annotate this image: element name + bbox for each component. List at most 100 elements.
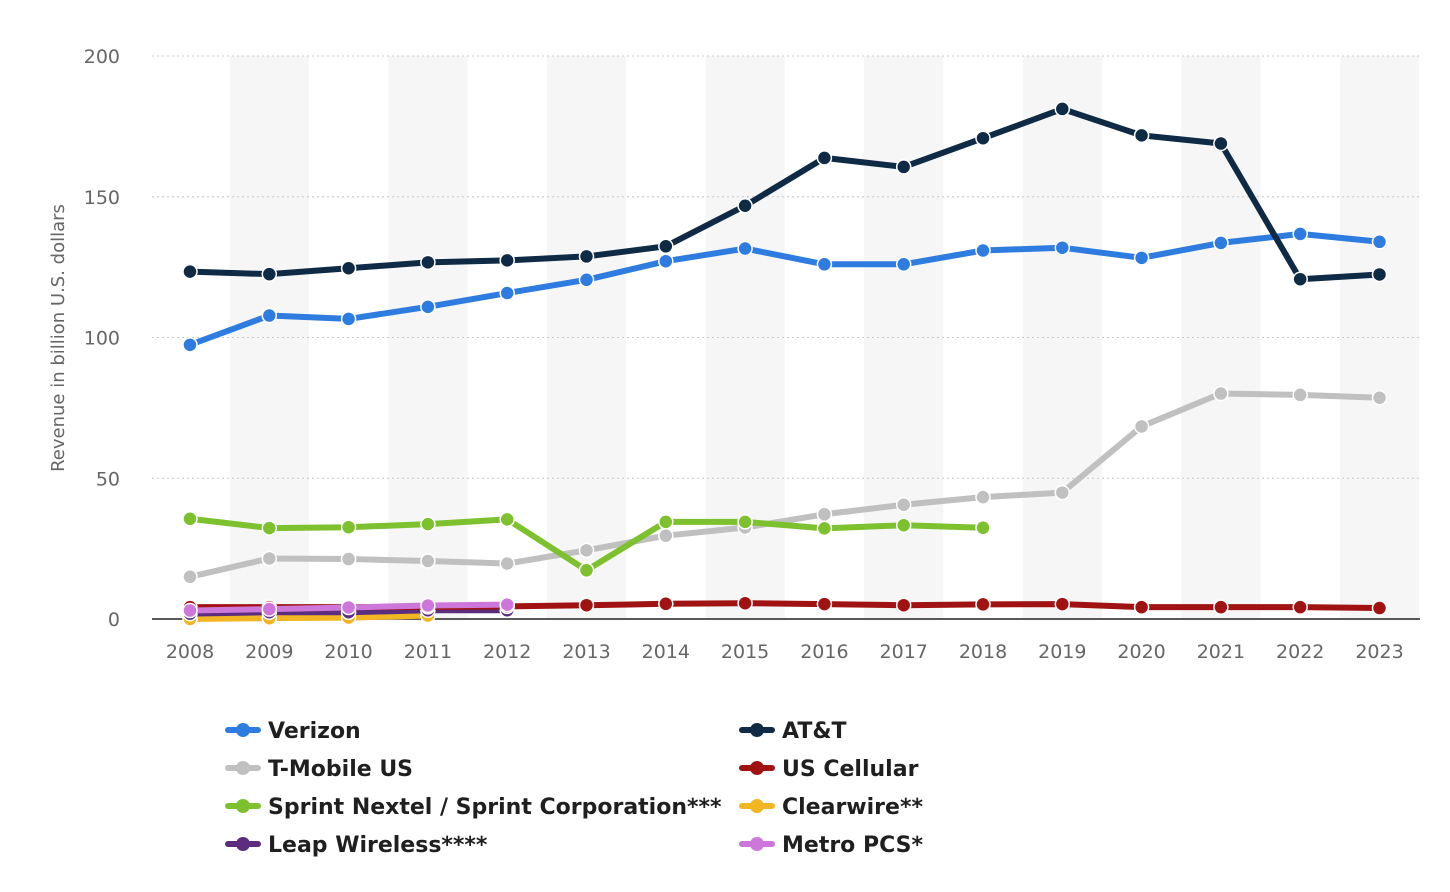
data-point-at-t bbox=[1133, 127, 1150, 144]
data-point-verizon bbox=[1054, 239, 1071, 256]
data-point-t-mobile-us bbox=[578, 542, 595, 559]
series-line-verizon bbox=[187, 230, 1383, 348]
data-point-verizon bbox=[1133, 250, 1150, 266]
data-point-t-mobile-us bbox=[1213, 385, 1229, 402]
legend-marker bbox=[236, 837, 250, 851]
x-tick-label: 2008 bbox=[166, 641, 214, 663]
y-tick-label: 200 bbox=[84, 46, 120, 68]
legend-item-metro-pcs[interactable]: Metro PCS* bbox=[739, 833, 923, 858]
data-point-sprint-nextel-sprint-corporation bbox=[737, 514, 753, 530]
x-tick-label: 2018 bbox=[959, 641, 1007, 663]
legend-label: Metro PCS* bbox=[782, 833, 923, 858]
series-verizon bbox=[182, 226, 1388, 353]
data-point-t-mobile-us bbox=[1133, 418, 1150, 435]
x-tick-label: 2013 bbox=[562, 641, 610, 663]
data-point-at-t bbox=[340, 260, 357, 277]
y-tick-label: 0 bbox=[108, 609, 120, 631]
data-point-at-t bbox=[420, 254, 436, 271]
data-point-metro-pcs bbox=[499, 596, 515, 613]
data-point-verizon bbox=[816, 256, 833, 273]
series-line-t-mobile-us bbox=[187, 390, 1383, 580]
data-point-sprint-nextel-sprint-corporation bbox=[261, 520, 278, 536]
data-point-at-t bbox=[975, 130, 991, 146]
data-point-t-mobile-us bbox=[658, 527, 674, 544]
data-point-sprint-nextel-sprint-corporation bbox=[340, 519, 357, 535]
data-point-verizon bbox=[975, 242, 991, 259]
data-point-verizon bbox=[1213, 235, 1229, 251]
x-tick-label: 2016 bbox=[800, 641, 848, 663]
data-point-t-mobile-us bbox=[816, 506, 833, 523]
data-point-at-t bbox=[1054, 101, 1071, 117]
data-point-us-cellular bbox=[658, 596, 674, 612]
data-point-at-t bbox=[182, 263, 198, 280]
series-at-t bbox=[182, 101, 1388, 287]
data-point-t-mobile-us bbox=[182, 569, 198, 585]
data-point-verizon bbox=[340, 311, 357, 327]
data-point-us-cellular bbox=[737, 595, 753, 611]
y-tick-label: 50 bbox=[96, 468, 120, 490]
data-point-metro-pcs bbox=[420, 597, 436, 614]
data-point-t-mobile-us bbox=[895, 496, 912, 513]
data-point-sprint-nextel-sprint-corporation bbox=[895, 517, 912, 534]
data-point-sprint-nextel-sprint-corporation bbox=[975, 520, 991, 536]
data-point-us-cellular bbox=[1213, 599, 1229, 615]
x-tick-label: 2017 bbox=[880, 641, 928, 663]
legend-item-sprint-nextel-sprint-corporation[interactable]: Sprint Nextel / Sprint Corporation*** bbox=[225, 795, 722, 820]
legend-label: Clearwire** bbox=[782, 795, 923, 820]
data-point-sprint-nextel-sprint-corporation bbox=[182, 511, 198, 527]
x-tick-label: 2020 bbox=[1117, 641, 1165, 663]
data-point-verizon bbox=[1292, 226, 1308, 242]
legend-item-us-cellular[interactable]: US Cellular bbox=[739, 757, 919, 782]
data-point-sprint-nextel-sprint-corporation bbox=[578, 562, 595, 579]
data-point-us-cellular bbox=[1133, 599, 1150, 615]
x-tick-label: 2009 bbox=[245, 641, 293, 663]
data-point-verizon bbox=[182, 337, 198, 353]
data-point-sprint-nextel-sprint-corporation bbox=[499, 511, 515, 528]
data-point-t-mobile-us bbox=[1371, 389, 1388, 406]
data-point-us-cellular bbox=[1054, 596, 1071, 612]
legend-item-leap-wireless[interactable]: Leap Wireless**** bbox=[225, 833, 488, 858]
data-point-us-cellular bbox=[895, 597, 912, 613]
data-point-at-t bbox=[1371, 266, 1388, 283]
data-point-at-t bbox=[658, 238, 674, 255]
data-point-verizon bbox=[737, 240, 753, 257]
legend-item-at-t[interactable]: AT&T bbox=[739, 719, 847, 744]
data-point-verizon bbox=[578, 272, 595, 288]
x-tick-label: 2021 bbox=[1197, 641, 1245, 663]
legend-item-t-mobile-us[interactable]: T-Mobile US bbox=[225, 757, 413, 782]
legend-item-clearwire[interactable]: Clearwire** bbox=[739, 795, 923, 820]
legend-label: Verizon bbox=[268, 719, 361, 744]
legend-label: AT&T bbox=[782, 719, 847, 744]
y-tick-label: 100 bbox=[84, 328, 120, 350]
x-tick-label: 2015 bbox=[721, 641, 769, 663]
legend-marker bbox=[750, 799, 764, 813]
data-point-us-cellular bbox=[975, 596, 991, 613]
series-t-mobile-us bbox=[182, 385, 1388, 585]
series-lines bbox=[182, 101, 1388, 627]
data-point-t-mobile-us bbox=[499, 555, 515, 572]
legend-label: US Cellular bbox=[782, 757, 919, 782]
series-metro-pcs bbox=[182, 596, 515, 619]
data-point-t-mobile-us bbox=[975, 489, 991, 505]
data-point-at-t bbox=[737, 198, 753, 214]
x-axis-ticks: 2008 2009 2010 2011 2012 2013 2014 2015 2016 2017… bbox=[166, 641, 1404, 663]
data-point-at-t bbox=[816, 150, 833, 166]
data-point-verizon bbox=[1371, 234, 1388, 250]
x-tick-label: 2012 bbox=[483, 641, 531, 663]
data-point-at-t bbox=[1213, 135, 1229, 152]
data-point-t-mobile-us bbox=[1292, 387, 1308, 403]
x-tick-label: 2022 bbox=[1276, 641, 1324, 663]
data-point-sprint-nextel-sprint-corporation bbox=[816, 520, 833, 537]
series-line-at-t bbox=[187, 105, 1383, 283]
data-point-metro-pcs bbox=[340, 599, 357, 616]
data-point-verizon bbox=[658, 253, 674, 269]
data-point-at-t bbox=[261, 266, 278, 282]
data-point-verizon bbox=[895, 256, 912, 273]
data-point-metro-pcs bbox=[182, 602, 198, 619]
data-point-t-mobile-us bbox=[1054, 484, 1071, 501]
legend-item-verizon[interactable]: Verizon bbox=[225, 719, 361, 744]
data-point-verizon bbox=[499, 285, 515, 301]
data-point-us-cellular bbox=[1371, 600, 1388, 616]
series-sprint-nextel-sprint-corporation bbox=[182, 511, 991, 579]
